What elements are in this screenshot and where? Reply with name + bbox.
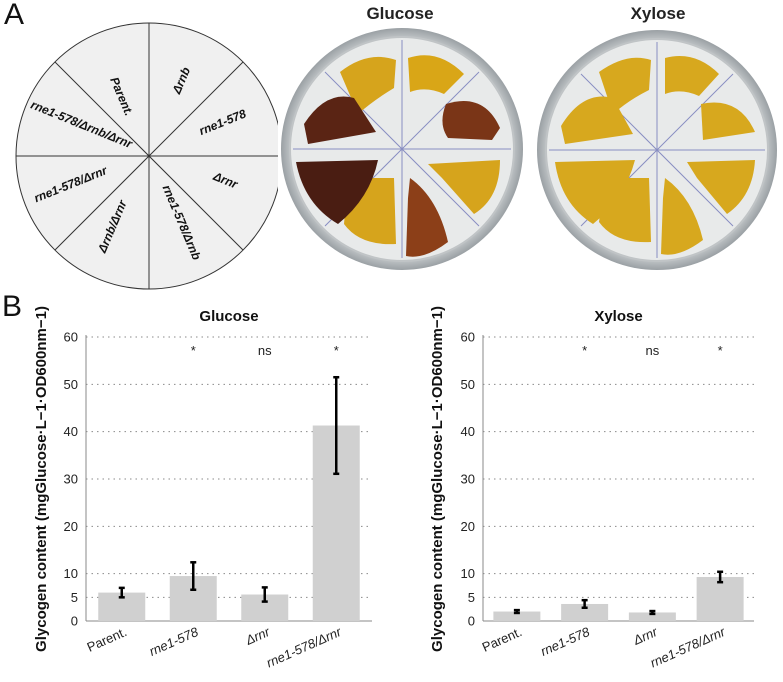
y-tick-label: 20 (64, 519, 78, 534)
panel-a-letter: A (4, 0, 25, 31)
bar (628, 612, 676, 621)
x-tick-label: Parent. (480, 624, 524, 655)
x-tick-label: Δrnr (630, 624, 660, 648)
significance-marker: * (191, 343, 196, 358)
significance-marker: * (718, 343, 723, 358)
y-tick-label: 30 (461, 472, 475, 487)
x-tick-label: Δrnr (242, 624, 272, 648)
significance-marker: ns (258, 343, 272, 358)
x-tick-label: rne1-578 (538, 624, 592, 659)
y-axis-label: Glycogen content (mgGlucose·L−1·OD600nm−… (33, 306, 50, 652)
chart-title: Glucose (199, 308, 258, 325)
bar (493, 611, 541, 621)
x-tick-label: Parent. (85, 624, 129, 655)
glucose-plate-photo (278, 28, 528, 278)
y-tick-label: 5 (71, 590, 78, 605)
y-tick-label: 5 (468, 590, 475, 605)
y-axis-label: Glycogen content (mgGlucose·L−1·OD600nm−… (429, 306, 446, 652)
x-tick-label: rne1-578/Δrnr (648, 624, 728, 671)
y-tick-label: 50 (64, 377, 78, 392)
bar (561, 603, 609, 621)
significance-marker: * (582, 343, 587, 358)
glucose-bar-chart: Glucose 0 5 10 20 30 40 50 60 Glycogen content (m… (33, 306, 372, 671)
y-tick-label: 40 (461, 424, 475, 439)
y-tick-label: 60 (461, 330, 475, 345)
x-tick-label: rne1-578/Δrnr (264, 624, 344, 671)
glucose-plate-title: Glucose (366, 4, 434, 23)
y-tick-label: 40 (64, 424, 78, 439)
y-tick-label: 60 (64, 330, 78, 345)
significance-marker: ns (646, 343, 660, 358)
xylose-plate-photo (535, 28, 783, 278)
xylose-plate-title: Xylose (630, 4, 686, 23)
y-tick-label: 0 (71, 614, 78, 629)
significance-marker: * (334, 343, 339, 358)
y-tick-label: 10 (64, 566, 78, 581)
strain-layout-wheel: Parent. Δrnb rne1-578 Δrnr rne1-578/Δrnb… (15, 22, 283, 290)
y-tick-label: 10 (461, 566, 475, 581)
panel-b-letter: B (2, 290, 23, 323)
y-tick-label: 30 (64, 472, 78, 487)
y-tick-label: 0 (468, 614, 475, 629)
xylose-bar-chart: Xylose 0 5 10 20 30 40 50 60 Glycogen content (mg… (429, 306, 754, 671)
chart-title: Xylose (594, 308, 642, 325)
bar (696, 576, 744, 621)
y-tick-label: 20 (461, 519, 475, 534)
y-tick-label: 50 (461, 377, 475, 392)
x-tick-label: rne1-578 (147, 624, 201, 659)
